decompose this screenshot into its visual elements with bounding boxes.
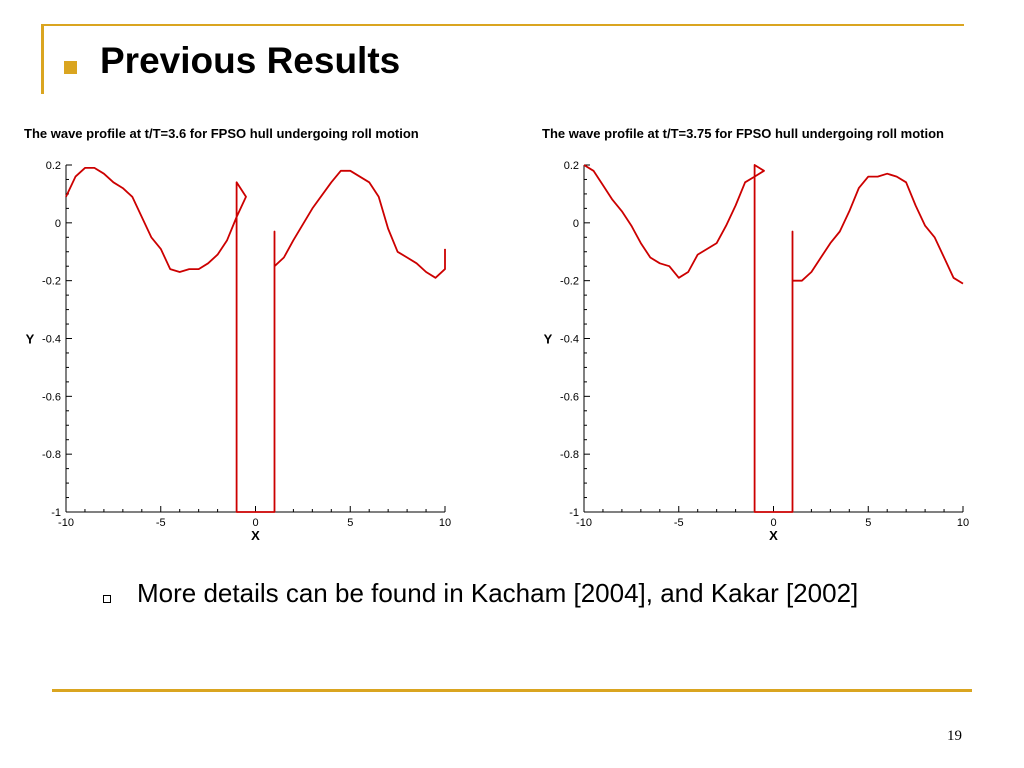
y-tick-label: -1 xyxy=(569,507,579,519)
y-axis-label: Y xyxy=(26,332,35,347)
y-tick-label: -0.8 xyxy=(560,449,579,461)
series-line xyxy=(65,167,446,513)
chart-wave-profile-t3-75: The wave profile at t/T=3.75 for FPSO hu… xyxy=(518,120,1024,550)
bottom-accent-line xyxy=(52,689,972,692)
filled-square-bullet-icon xyxy=(64,61,77,74)
y-axis-label: Y xyxy=(544,332,553,347)
x-tick-label: 0 xyxy=(770,517,776,529)
chart-wave-profile-t3-6: The wave profile at t/T=3.6 for FPSO hul… xyxy=(0,120,510,550)
chart-title: The wave profile at t/T=3.75 for FPSO hu… xyxy=(542,126,944,141)
details-note: More details can be found in Kacham [200… xyxy=(137,578,859,608)
y-tick-label: 0 xyxy=(55,218,61,230)
chart-title: The wave profile at t/T=3.6 for FPSO hul… xyxy=(24,126,419,141)
y-tick-label: 0.2 xyxy=(564,160,579,172)
chart-svg: The wave profile at t/T=3.75 for FPSO hu… xyxy=(542,126,969,543)
x-tick-label: 10 xyxy=(957,517,969,529)
y-tick-label: -0.6 xyxy=(42,391,61,403)
y-tick-label: -1 xyxy=(51,507,61,519)
y-tick-label: -0.4 xyxy=(560,334,579,346)
series-line xyxy=(583,164,964,513)
x-tick-label: -5 xyxy=(674,517,684,529)
x-tick-label: 10 xyxy=(439,517,451,529)
y-tick-label: -0.2 xyxy=(560,276,579,288)
x-tick-label: -10 xyxy=(58,517,74,529)
left-accent-line xyxy=(41,24,44,94)
chart-svg: The wave profile at t/T=3.6 for FPSO hul… xyxy=(24,126,451,543)
y-tick-label: -0.2 xyxy=(42,276,61,288)
x-tick-label: 5 xyxy=(347,517,353,529)
x-axis-label: X xyxy=(251,528,260,543)
y-tick-label: -0.6 xyxy=(560,391,579,403)
y-tick-label: -0.4 xyxy=(42,334,61,346)
slide-title: Previous Results xyxy=(100,40,401,81)
y-tick-label: 0.2 xyxy=(46,160,61,172)
x-tick-label: -10 xyxy=(576,517,592,529)
x-tick-label: 0 xyxy=(252,517,258,529)
y-tick-label: -0.8 xyxy=(42,449,61,461)
hollow-square-bullet-icon xyxy=(103,595,111,603)
page-number: 19 xyxy=(947,728,962,744)
x-tick-label: 5 xyxy=(865,517,871,529)
x-axis-label: X xyxy=(769,528,778,543)
y-tick-label: 0 xyxy=(573,218,579,230)
top-accent-line xyxy=(42,24,964,26)
x-tick-label: -5 xyxy=(156,517,166,529)
